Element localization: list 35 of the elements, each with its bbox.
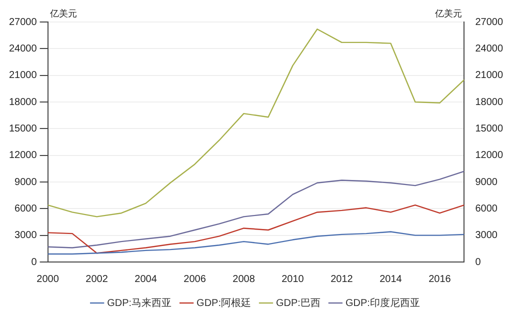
y-tick-label: 21000	[8, 70, 38, 82]
y-tick-label: 12000	[8, 150, 38, 162]
x-tick-label: 2008	[232, 274, 256, 285]
y-tick-label: 3000	[14, 230, 38, 242]
x-tick-label: 2000	[36, 274, 60, 285]
x-tick-label: 2006	[184, 274, 206, 285]
legend-label: GDP:阿根廷	[196, 296, 252, 309]
legend-label: GDP:马来西亚	[107, 296, 172, 309]
y2-tick-label: 0	[475, 256, 482, 268]
y2-tick-label: 27000	[475, 16, 504, 28]
y2-axis-title: 亿美元	[434, 8, 462, 18]
legend-label: GDP:巴西	[276, 298, 320, 309]
y-axis-title: 亿美元	[48, 8, 77, 18]
y2-tick-label: 18000	[475, 96, 504, 108]
y2-tick-label: 9000	[475, 176, 498, 188]
y2-tick-label: 6000	[475, 203, 498, 214]
x-tick-label: 2014	[380, 274, 402, 285]
y-tick-label: 15000	[8, 123, 38, 134]
y-tick-label: 9000	[14, 176, 38, 188]
y-tick-label: 27000	[8, 16, 38, 28]
y2-tick-label: 12000	[475, 150, 504, 162]
legend-label: GDP:印度尼西亚	[345, 296, 420, 309]
y2-tick-label: 21000	[475, 70, 504, 82]
y-tick-label: 18000	[8, 96, 38, 108]
x-tick-label: 2010	[282, 274, 304, 285]
x-tick-label: 2004	[134, 274, 158, 285]
y-tick-label: 0	[31, 256, 38, 268]
y2-tick-label: 24000	[475, 43, 504, 54]
x-tick-label: 2016	[428, 274, 452, 285]
x-tick-label: 2012	[330, 274, 354, 285]
y2-tick-label: 15000	[475, 123, 504, 134]
x-tick-label: 2002	[86, 274, 108, 285]
y-tick-label: 6000	[14, 203, 38, 214]
y2-tick-label: 3000	[475, 230, 498, 242]
y-tick-label: 24000	[8, 43, 38, 54]
